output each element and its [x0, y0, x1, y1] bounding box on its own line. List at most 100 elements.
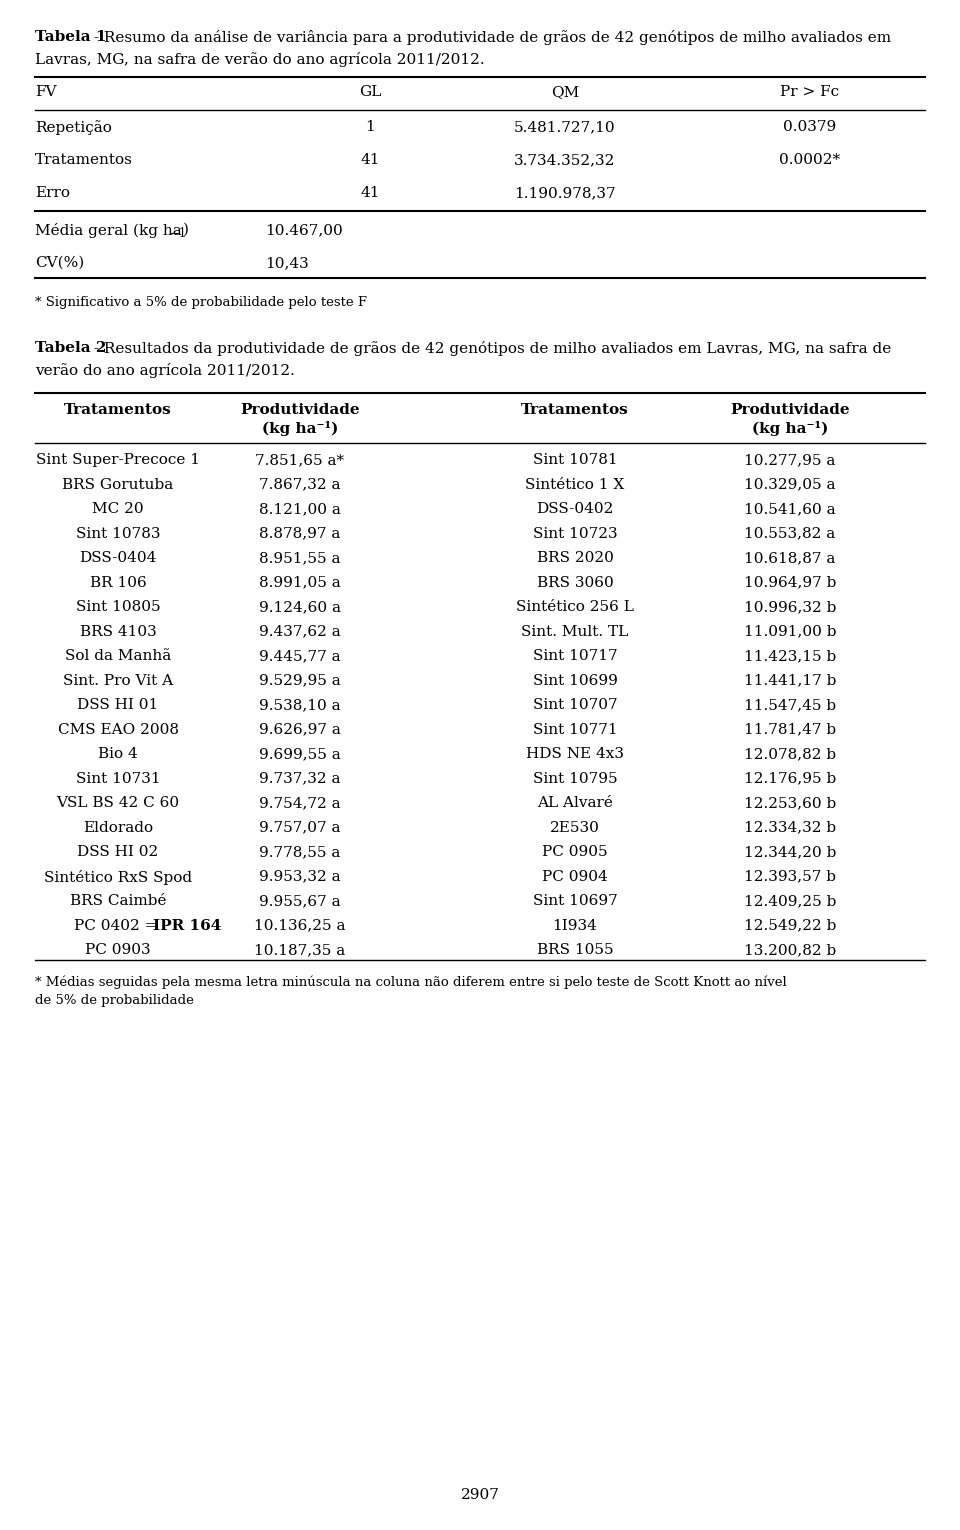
Text: HDS NE 4x3: HDS NE 4x3 [526, 747, 624, 760]
Text: Produtividade: Produtividade [731, 402, 850, 418]
Text: 9.626,97 a: 9.626,97 a [259, 722, 341, 736]
Text: 10.136,25 a: 10.136,25 a [254, 918, 346, 932]
Text: 8.991,05 a: 8.991,05 a [259, 575, 341, 589]
Text: Tratamentos: Tratamentos [64, 402, 172, 418]
Text: 9.699,55 a: 9.699,55 a [259, 747, 341, 760]
Text: 10.964,97 b: 10.964,97 b [744, 575, 836, 589]
Text: 9.955,67 a: 9.955,67 a [259, 894, 341, 907]
Text: 7.867,32 a: 7.867,32 a [259, 477, 341, 491]
Text: Sint 10795: Sint 10795 [533, 771, 617, 785]
Text: Sint 10771: Sint 10771 [533, 722, 617, 736]
Text: Produtividade: Produtividade [240, 402, 360, 418]
Text: Repetição: Repetição [35, 119, 112, 135]
Text: 10.541,60 a: 10.541,60 a [744, 502, 836, 516]
Text: Sint 10707: Sint 10707 [533, 698, 617, 711]
Text: (kg ha⁻¹): (kg ha⁻¹) [262, 421, 338, 436]
Text: Sint. Pro Vit A: Sint. Pro Vit A [63, 673, 173, 687]
Text: MC 20: MC 20 [92, 502, 144, 516]
Text: 9.538,10 a: 9.538,10 a [259, 698, 341, 711]
Text: Tabela 1: Tabela 1 [35, 31, 107, 44]
Text: PC 0903: PC 0903 [85, 942, 151, 956]
Text: GL: GL [359, 86, 381, 99]
Text: PC 0905: PC 0905 [542, 845, 608, 858]
Text: Sint 10717: Sint 10717 [533, 649, 617, 662]
Text: FV: FV [35, 86, 57, 99]
Text: 10.996,32 b: 10.996,32 b [744, 600, 836, 614]
Text: 13.200,82 b: 13.200,82 b [744, 942, 836, 956]
Text: Tratamentos: Tratamentos [35, 153, 132, 167]
Text: DSS HI 02: DSS HI 02 [78, 845, 158, 858]
Text: CV(%): CV(%) [35, 256, 84, 269]
Text: Sol da Manhã: Sol da Manhã [65, 649, 171, 662]
Text: Lavras, MG, na safra de verão do ano agrícola 2011/2012.: Lavras, MG, na safra de verão do ano agr… [35, 52, 485, 67]
Text: Sint 10783: Sint 10783 [76, 526, 160, 540]
Text: 8.121,00 a: 8.121,00 a [259, 502, 341, 516]
Text: Sint Super-Precoce 1: Sint Super-Precoce 1 [36, 453, 200, 467]
Text: 2907: 2907 [461, 1489, 499, 1502]
Text: 9.778,55 a: 9.778,55 a [259, 845, 341, 858]
Text: 1.190.978,37: 1.190.978,37 [515, 187, 615, 200]
Text: Sint 10805: Sint 10805 [76, 600, 160, 614]
Text: 12.409,25 b: 12.409,25 b [744, 894, 836, 907]
Text: Sint 10731: Sint 10731 [76, 771, 160, 785]
Text: Sint. Mult. TL: Sint. Mult. TL [521, 624, 629, 638]
Text: BRS Gorutuba: BRS Gorutuba [62, 477, 174, 491]
Text: BRS 1055: BRS 1055 [537, 942, 613, 956]
Text: BRS 4103: BRS 4103 [80, 624, 156, 638]
Text: Eldorado: Eldorado [83, 820, 153, 834]
Text: de 5% de probabilidade: de 5% de probabilidade [35, 993, 194, 1007]
Text: 1: 1 [365, 119, 374, 135]
Text: 12.393,57 b: 12.393,57 b [744, 869, 836, 883]
Text: Bio 4: Bio 4 [98, 747, 138, 760]
Text: BRS 2020: BRS 2020 [537, 551, 613, 565]
Text: ): ) [183, 223, 189, 237]
Text: AL Alvaré: AL Alvaré [537, 796, 612, 809]
Text: 11.423,15 b: 11.423,15 b [744, 649, 836, 662]
Text: 0.0379: 0.0379 [783, 119, 836, 135]
Text: DSS-0404: DSS-0404 [80, 551, 156, 565]
Text: BRS 3060: BRS 3060 [537, 575, 613, 589]
Text: 9.437,62 a: 9.437,62 a [259, 624, 341, 638]
Text: 10,43: 10,43 [265, 256, 309, 269]
Text: 9.737,32 a: 9.737,32 a [259, 771, 341, 785]
Text: 12.078,82 b: 12.078,82 b [744, 747, 836, 760]
Text: Sint 10697: Sint 10697 [533, 894, 617, 907]
Text: 9.754,72 a: 9.754,72 a [259, 796, 341, 809]
Text: 5.481.727,10: 5.481.727,10 [515, 119, 615, 135]
Text: PC 0904: PC 0904 [542, 869, 608, 883]
Text: * Médias seguidas pela mesma letra minúscula na coluna não diferem entre si pelo: * Médias seguidas pela mesma letra minús… [35, 976, 787, 988]
Text: 10.467,00: 10.467,00 [265, 223, 343, 237]
Text: VSL BS 42 C 60: VSL BS 42 C 60 [57, 796, 180, 809]
Text: DSS-0402: DSS-0402 [537, 502, 613, 516]
Text: 10.553,82 a: 10.553,82 a [744, 526, 835, 540]
Text: Sintético RxS Spod: Sintético RxS Spod [44, 869, 192, 884]
Text: 12.334,32 b: 12.334,32 b [744, 820, 836, 834]
Text: IPR 164: IPR 164 [153, 918, 222, 932]
Text: 8.951,55 a: 8.951,55 a [259, 551, 341, 565]
Text: 41: 41 [360, 153, 380, 167]
Text: verão do ano agrícola 2011/2012.: verão do ano agrícola 2011/2012. [35, 363, 295, 378]
Text: PC 0402 =: PC 0402 = [74, 918, 162, 932]
Text: Erro: Erro [35, 187, 70, 200]
Text: Sintético 256 L: Sintético 256 L [516, 600, 634, 614]
Text: 8.878,97 a: 8.878,97 a [259, 526, 341, 540]
Text: * Significativo a 5% de probabilidade pelo teste F: * Significativo a 5% de probabilidade pe… [35, 295, 367, 309]
Text: Sint 10781: Sint 10781 [533, 453, 617, 467]
Text: BRS Caimbé: BRS Caimbé [70, 894, 166, 907]
Text: DSS HI 01: DSS HI 01 [78, 698, 158, 711]
Text: Pr > Fc: Pr > Fc [780, 86, 840, 99]
Text: - Resumo da análise de variância para a produtividade de grãos de 42 genótipos d: - Resumo da análise de variância para a … [89, 31, 891, 44]
Text: 12.344,20 b: 12.344,20 b [744, 845, 836, 858]
Text: 10.187,35 a: 10.187,35 a [254, 942, 346, 956]
Text: 9.124,60 a: 9.124,60 a [259, 600, 341, 614]
Text: 11.091,00 b: 11.091,00 b [744, 624, 836, 638]
Text: CMS EAO 2008: CMS EAO 2008 [58, 722, 179, 736]
Text: 10.277,95 a: 10.277,95 a [744, 453, 836, 467]
Text: Média geral (kg ha: Média geral (kg ha [35, 223, 181, 239]
Text: 11.547,45 b: 11.547,45 b [744, 698, 836, 711]
Text: 9.529,95 a: 9.529,95 a [259, 673, 341, 687]
Text: Sint 10699: Sint 10699 [533, 673, 617, 687]
Text: Tratamentos: Tratamentos [521, 402, 629, 418]
Text: 0.0002*: 0.0002* [780, 153, 841, 167]
Text: 9.953,32 a: 9.953,32 a [259, 869, 341, 883]
